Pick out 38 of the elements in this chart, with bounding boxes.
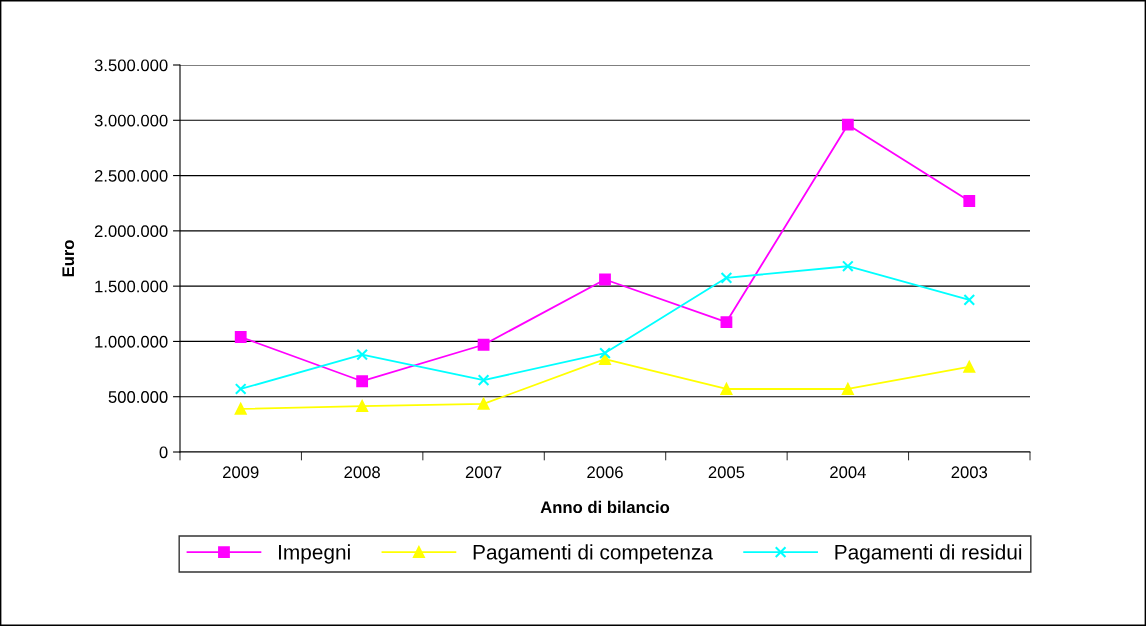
- y-tick-label: 0: [159, 446, 168, 459]
- point: [234, 331, 247, 343]
- point: [477, 338, 490, 351]
- x-tick-label: 2006: [587, 466, 623, 479]
- x-tick-label: 2004: [830, 466, 866, 479]
- y-tick-label: 3.500.000: [94, 59, 168, 72]
- point: [356, 348, 369, 361]
- x-axis-title: Anno di bilancio: [540, 500, 670, 514]
- point: [477, 374, 490, 387]
- point: [234, 402, 247, 415]
- point: [599, 273, 611, 286]
- x-tick-label: 2008: [344, 466, 380, 479]
- x-tick-label: 2009: [223, 466, 259, 479]
- point: [599, 347, 611, 359]
- point: [720, 271, 733, 284]
- y-tick-label: 2.500.000: [94, 169, 168, 182]
- legend-label: Pagamenti di competenza: [473, 544, 713, 564]
- x-tick-label: 2007: [465, 466, 502, 479]
- legend-label: Pagamenti di residui: [835, 544, 1022, 564]
- point: [841, 118, 854, 131]
- point: [234, 383, 247, 395]
- y-tick-label: 500.000: [108, 391, 168, 403]
- point: [841, 260, 854, 273]
- point: [356, 375, 369, 388]
- x-tick-label: 2003: [951, 466, 988, 479]
- x-tick-label: 2005: [708, 466, 745, 479]
- y-tick-label: 1.000.000: [95, 335, 168, 348]
- point: [963, 294, 976, 306]
- point: [720, 316, 733, 328]
- y-tick-label: 2.000.000: [94, 225, 168, 238]
- legend-label: Impegni: [279, 544, 350, 564]
- y-tick-label: 1.500.000: [95, 280, 168, 293]
- y-axis-title: Euro: [62, 240, 75, 277]
- y-tick-label: 3.000.000: [94, 114, 168, 127]
- point: [963, 195, 976, 207]
- point: [599, 353, 611, 366]
- point: [356, 400, 369, 413]
- point: [963, 360, 976, 373]
